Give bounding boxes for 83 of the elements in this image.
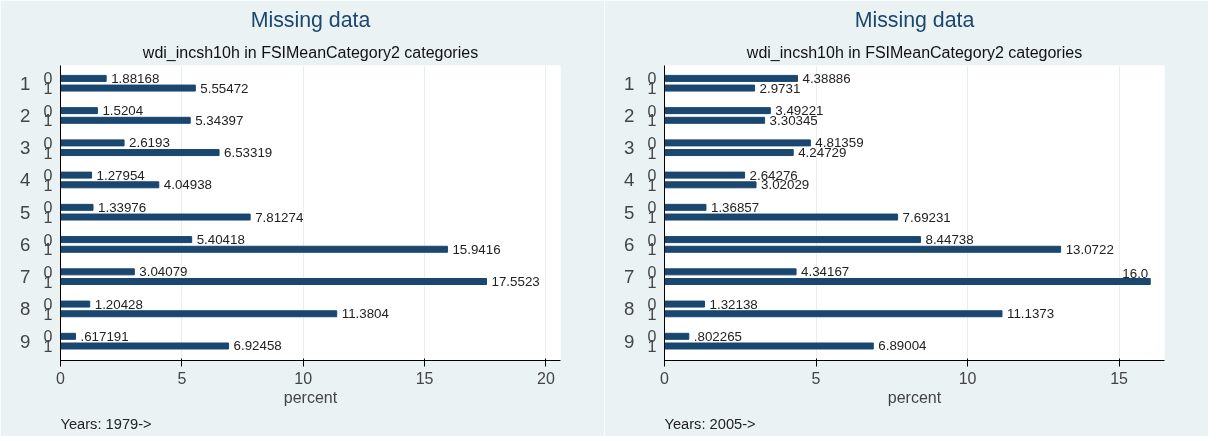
x-tick-label: 5	[811, 369, 821, 387]
data-label: 7.81274	[255, 209, 304, 225]
y-tick-label: 3	[624, 137, 635, 159]
x-axis-title: percent	[887, 388, 942, 406]
chart-title: Missing data	[250, 7, 371, 32]
bar	[664, 332, 690, 340]
bar	[664, 181, 757, 189]
bar	[664, 107, 771, 115]
x-tick-label: 15	[415, 369, 434, 387]
x-axis-title: percent	[283, 388, 338, 406]
y-tick-label: 5	[20, 201, 31, 223]
data-label: 7.69231	[902, 209, 951, 225]
x-tick-label: 5	[177, 369, 187, 387]
bar	[664, 278, 1151, 286]
x-tick-label: 15	[1110, 369, 1129, 387]
bar	[664, 149, 794, 157]
data-label: 6.92458	[233, 338, 282, 354]
data-label: 4.34167	[801, 264, 850, 280]
y-tick-label: 4	[624, 169, 635, 191]
y-tick-label: 7	[20, 266, 31, 288]
data-label: .802265	[693, 328, 742, 344]
chart-title: Missing data	[854, 7, 975, 32]
y-tick-label: 2	[20, 104, 31, 126]
data-label: .617191	[80, 328, 129, 344]
x-tick-label: 10	[958, 369, 977, 387]
data-label: 6.53319	[224, 145, 273, 161]
bar	[664, 116, 766, 124]
chart-subtitle: wdi_incsh10h in FSIMeanCategory2 categories	[141, 43, 479, 62]
data-label: 1.5204	[102, 103, 144, 119]
x-tick-label: 0	[660, 369, 670, 387]
bar	[664, 84, 756, 92]
data-label: 17.5523	[491, 274, 540, 290]
bar	[664, 310, 1003, 318]
y-tick-label: 6	[624, 233, 635, 255]
bar	[664, 171, 746, 179]
y-tick-label: 4	[20, 169, 31, 191]
data-label: 13.0722	[1065, 241, 1114, 257]
y-tick-label: 1	[624, 72, 635, 94]
data-label: 1.32138	[709, 296, 758, 312]
data-label: 2.6193	[129, 135, 170, 151]
bar	[664, 245, 1062, 253]
y-tick-label: 9	[20, 330, 31, 352]
y-tick-label: 7	[624, 266, 635, 288]
data-label: 15.9416	[452, 241, 501, 257]
data-label: 5.34397	[195, 112, 244, 128]
data-label: 1.33976	[98, 199, 147, 215]
data-label: 4.38886	[802, 70, 851, 86]
data-label: 1.36857	[710, 199, 760, 215]
y-tick-label: 5	[624, 201, 635, 223]
data-label: 2.9731	[759, 80, 801, 96]
y-tick-label: 6	[20, 233, 31, 255]
data-label: 5.55472	[200, 80, 249, 96]
x-tick-label: 10	[294, 369, 313, 387]
data-label: 3.04079	[139, 264, 188, 280]
data-label: 6.89004	[878, 338, 928, 354]
text: Years: 2005->	[664, 415, 756, 432]
bar	[664, 268, 797, 276]
y-tick-label: 3	[20, 137, 31, 159]
data-label: 4.04938	[163, 177, 212, 193]
y-tick-label: 1	[20, 72, 31, 94]
data-label: 1.88168	[111, 70, 160, 86]
data-label: 8.44738	[925, 232, 974, 248]
y-tick-label: 9	[624, 330, 635, 352]
x-tick-label: 0	[56, 369, 66, 387]
data-label: 16.0	[1122, 265, 1149, 281]
y-tick-label: 2	[624, 104, 635, 126]
bar	[664, 203, 707, 211]
bar	[664, 213, 899, 221]
data-label: 5.40418	[196, 232, 245, 248]
chart-subtitle: wdi_incsh10h in FSIMeanCategory2 categories	[745, 43, 1083, 62]
data-label: 1.27954	[96, 167, 146, 183]
y-tick-label: 8	[20, 298, 31, 320]
bar	[664, 139, 811, 147]
data-label: 11.3804	[341, 306, 390, 322]
bar	[664, 236, 921, 244]
data-label: 1.20428	[94, 296, 143, 312]
text: Years: 1979->	[60, 415, 152, 432]
bar	[664, 74, 798, 82]
x-tick-label: 20	[537, 369, 555, 387]
bar	[664, 342, 874, 350]
y-tick-label: 8	[624, 298, 635, 320]
bar	[664, 300, 706, 308]
data-label: 11.1373	[1006, 306, 1055, 322]
